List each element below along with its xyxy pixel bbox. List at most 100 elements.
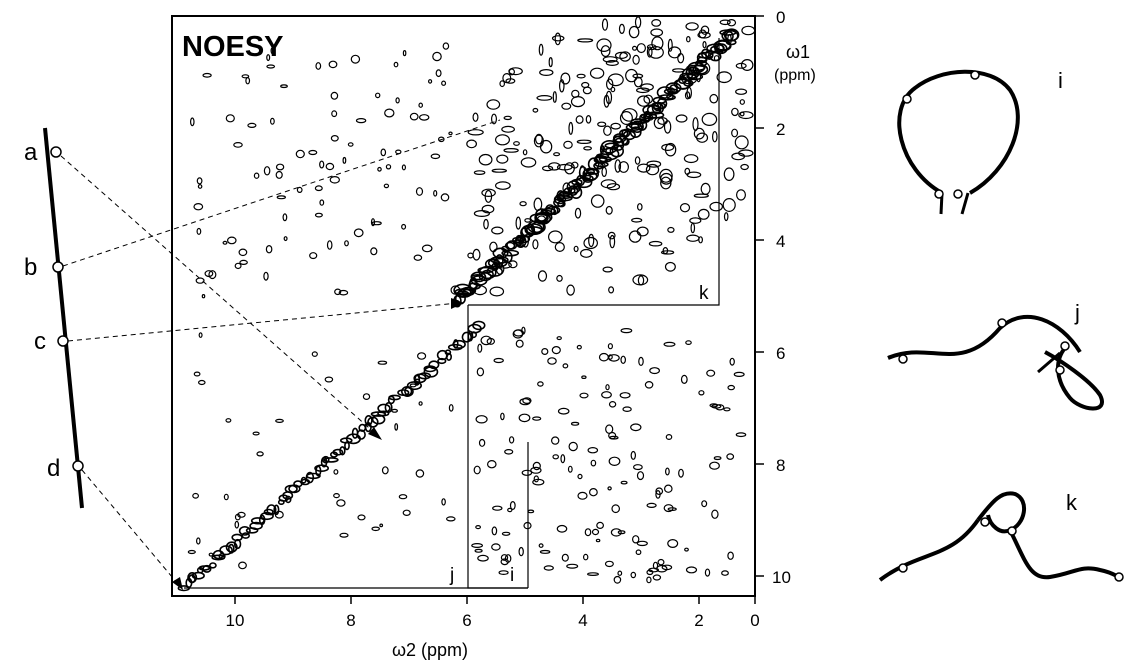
contour-peak <box>619 110 633 125</box>
contour-peak <box>584 528 592 537</box>
contour-peak <box>581 375 587 380</box>
contour-peak <box>637 119 648 131</box>
chain-point-d <box>72 460 84 472</box>
y-axis-unit: (ppm) <box>774 67 816 84</box>
x-tick-4: 4 <box>578 611 587 630</box>
contour-peak <box>650 28 664 37</box>
chain-label-a: a <box>24 139 38 166</box>
contour-peak <box>276 195 286 200</box>
contour-peak <box>524 218 532 223</box>
contour-peak <box>678 468 684 478</box>
contour-peak <box>441 498 446 506</box>
contour-peak <box>495 181 511 190</box>
contour-peak <box>693 127 705 140</box>
contour-peak <box>192 492 200 499</box>
contour-peak <box>377 166 382 172</box>
contour-peak <box>321 455 330 464</box>
peak-label-j: j <box>449 565 454 586</box>
contour-peak <box>659 168 673 183</box>
contour-peak <box>606 183 621 191</box>
contour-peak <box>706 369 716 377</box>
contour-peak <box>622 406 632 413</box>
contour-peak <box>518 413 531 423</box>
contour-peak <box>223 493 229 501</box>
diagonal-ridge <box>177 28 740 592</box>
contour-peak <box>684 547 689 552</box>
contour-peak <box>633 464 643 471</box>
contour-peak <box>628 230 642 243</box>
contour-peak <box>556 163 573 171</box>
contour-peak <box>325 162 335 171</box>
contour-peak <box>415 469 425 478</box>
contour-peak <box>630 423 642 432</box>
x-tick-0: 0 <box>750 611 759 630</box>
contour-peak <box>190 117 195 127</box>
contour-peak <box>646 502 657 508</box>
chain-point-b <box>52 261 64 273</box>
contour-peak <box>198 379 206 386</box>
contour-peak <box>332 448 344 456</box>
contour-peak <box>601 18 609 31</box>
contour-peak <box>733 371 745 377</box>
contour-peak <box>702 41 707 49</box>
contour-peak <box>607 73 624 87</box>
contour-peak <box>492 505 503 511</box>
contour-peak <box>547 162 561 171</box>
contour-peak <box>238 526 251 536</box>
contour-peak <box>418 401 423 406</box>
conformation-i <box>897 69 1020 215</box>
contour-peak <box>607 231 616 240</box>
contour-peak <box>319 160 325 169</box>
contour-peak <box>401 164 406 171</box>
contour-peak <box>508 436 515 444</box>
contour-peak <box>605 59 619 66</box>
contour-peak <box>452 339 466 349</box>
contour-peak <box>208 270 217 280</box>
contour-peak <box>665 467 670 476</box>
contour-peak <box>491 226 504 235</box>
contour-peak <box>588 233 595 248</box>
contour-peak <box>636 95 651 107</box>
contour-peak <box>342 156 347 164</box>
contour-peak <box>467 282 482 290</box>
contour-peak <box>515 339 524 348</box>
contour-peak <box>496 154 509 164</box>
contour-peak <box>547 230 563 244</box>
contour-peak <box>689 217 702 224</box>
contour-peak <box>247 122 257 129</box>
contour-peak <box>198 332 203 338</box>
contour-peak <box>630 571 637 579</box>
line-j <box>467 305 528 589</box>
contour-peak <box>467 129 484 136</box>
contour-peak <box>711 130 718 143</box>
contour-peak <box>486 460 497 469</box>
contour-peak <box>477 554 489 562</box>
contour-peak <box>596 521 604 530</box>
contour-peak <box>500 412 505 421</box>
contour-peak <box>275 170 283 179</box>
contour-peak <box>474 548 483 553</box>
contour-peak <box>597 121 607 128</box>
contour-peak <box>684 167 691 175</box>
contour-peak <box>402 509 411 516</box>
y-tick-10: 10 <box>772 568 791 587</box>
contour-peak <box>377 403 391 413</box>
contour-peak <box>629 126 642 138</box>
contour-peak <box>513 141 520 146</box>
contour-peak <box>319 199 325 206</box>
contour-peak <box>433 190 438 197</box>
contour-peak <box>197 184 203 189</box>
contour-peak <box>663 484 673 493</box>
contour-peak <box>632 54 640 65</box>
contour-peak <box>679 202 691 213</box>
contour-peak <box>590 194 605 208</box>
contour-peak <box>383 183 390 189</box>
contour-peak <box>561 102 572 110</box>
contour-peak <box>201 294 206 299</box>
contour-peak <box>731 152 746 161</box>
contour-peak <box>551 436 560 445</box>
connector-arrowheads <box>172 298 464 590</box>
contour-peak <box>502 72 512 84</box>
contour-peak <box>553 152 561 157</box>
contour-peak <box>636 540 648 547</box>
